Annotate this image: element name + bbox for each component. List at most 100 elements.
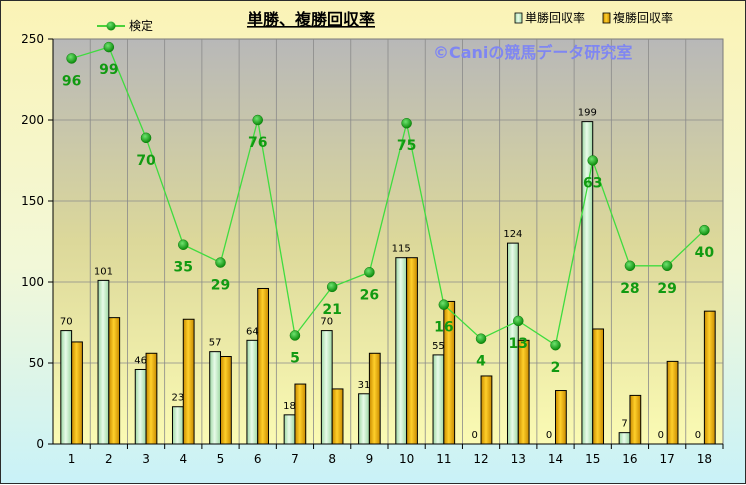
- line-value-label: 5: [290, 350, 300, 366]
- line-point: [289, 330, 301, 341]
- x-tick-label: 15: [585, 452, 600, 466]
- legend-label-test: 検定: [129, 18, 153, 33]
- x-tick-label: 10: [399, 452, 414, 466]
- bar-place: [629, 394, 642, 445]
- y-tick-label: 50: [29, 356, 44, 370]
- bar-value-label: 0: [546, 430, 552, 441]
- line-value-label: 75: [397, 138, 416, 154]
- bar-place: [555, 390, 567, 445]
- bar-place: [368, 352, 381, 445]
- line-value-label: 99: [99, 62, 118, 78]
- x-tick-label: 8: [328, 452, 336, 466]
- line-value-label: 40: [695, 245, 715, 261]
- legend-label-win: 単勝回収率: [525, 10, 585, 25]
- bar-series-win: [60, 121, 631, 445]
- legend-dot-swatch: [106, 21, 116, 31]
- bar-value-label: 101: [94, 266, 113, 277]
- bar-win: [618, 432, 631, 445]
- line-value-label: 76: [248, 135, 267, 151]
- line-point: [699, 224, 710, 236]
- bar-place: [108, 317, 121, 445]
- x-tick-label: 7: [291, 452, 299, 466]
- line-value-label: 35: [174, 260, 193, 276]
- bar-win: [60, 330, 73, 445]
- bar-value-label: 0: [471, 430, 477, 441]
- line-value-label: 28: [620, 281, 639, 297]
- line-point: [178, 239, 189, 250]
- bar-value-label: 199: [578, 108, 597, 119]
- bar-place: [406, 257, 418, 445]
- line-value-label: 29: [657, 281, 676, 297]
- bar-win: [432, 354, 445, 445]
- bar-place: [480, 375, 493, 445]
- x-tick-label: 13: [511, 452, 526, 466]
- bar-win: [134, 368, 147, 445]
- line-point: [401, 117, 412, 129]
- line-point: [215, 257, 226, 268]
- bar-place: [517, 339, 530, 445]
- line-value-label: 70: [136, 153, 156, 169]
- line-point: [326, 281, 338, 293]
- line-path: [71, 46, 705, 347]
- x-tick-label: 4: [179, 452, 187, 466]
- bar-place: [257, 287, 270, 445]
- bar-value-label: 115: [392, 244, 411, 255]
- y-axis: 0 50 100 150 200 250: [21, 32, 54, 451]
- x-tick-label: 14: [548, 452, 563, 466]
- line-point: [140, 132, 152, 144]
- x-tick-label: 1: [68, 452, 76, 466]
- bar-win: [171, 406, 184, 445]
- bar-value-label: 70: [60, 317, 73, 328]
- bar-place: [331, 388, 344, 445]
- bar-win: [395, 257, 408, 445]
- line-point: [364, 267, 375, 278]
- line-point: [661, 260, 673, 272]
- legend-swatch-place: [602, 12, 611, 24]
- chart-title: 単勝、複勝回収率: [247, 10, 375, 29]
- line-value-label: 21: [322, 302, 341, 318]
- bar-win: [97, 279, 110, 445]
- bar-place: [294, 383, 307, 445]
- bar-value-label: 7: [621, 419, 627, 430]
- line-value-label: 29: [211, 278, 230, 294]
- x-tick-label: 11: [436, 452, 451, 466]
- bar-value-label: 0: [695, 430, 701, 441]
- line-point: [587, 155, 598, 166]
- bar-place: [592, 328, 605, 445]
- x-tick-label: 18: [697, 452, 712, 466]
- bar-value-label: 46: [134, 355, 147, 366]
- x-tick-label: 6: [254, 452, 262, 466]
- y-tick-label: 250: [21, 32, 44, 46]
- bar-win: [358, 393, 370, 445]
- legend-swatch-win: [514, 12, 523, 24]
- line-value-label: 63: [583, 176, 602, 192]
- line-point: [513, 315, 524, 327]
- y-tick-label: 150: [21, 194, 44, 208]
- bar-place: [182, 318, 195, 445]
- x-tick-label: 9: [366, 452, 374, 466]
- x-tick-label: 16: [622, 452, 637, 466]
- bar-place: [703, 310, 716, 445]
- bar-value-label: 0: [658, 430, 664, 441]
- y-tick-label: 100: [21, 275, 44, 289]
- legend: 検定 単勝回収率 複勝回収率: [97, 10, 673, 33]
- y-tick-label: 0: [36, 437, 44, 451]
- bar-win: [246, 339, 259, 445]
- x-tick-label: 5: [217, 452, 225, 466]
- bar-value-label: 55: [432, 341, 445, 352]
- line-point: [103, 41, 115, 53]
- bar-place: [666, 360, 679, 445]
- bar-value-label: 57: [209, 338, 222, 349]
- bar-win: [320, 330, 333, 445]
- bar-win: [209, 351, 221, 445]
- bar-value-label: 70: [320, 317, 333, 328]
- line-point: [475, 333, 487, 344]
- x-tick-label: 17: [660, 452, 675, 466]
- line-value-label: 13: [509, 336, 528, 352]
- legend-label-place: 複勝回収率: [613, 10, 673, 25]
- line-value-label: 4: [476, 354, 486, 370]
- x-tick-label: 2: [105, 452, 113, 466]
